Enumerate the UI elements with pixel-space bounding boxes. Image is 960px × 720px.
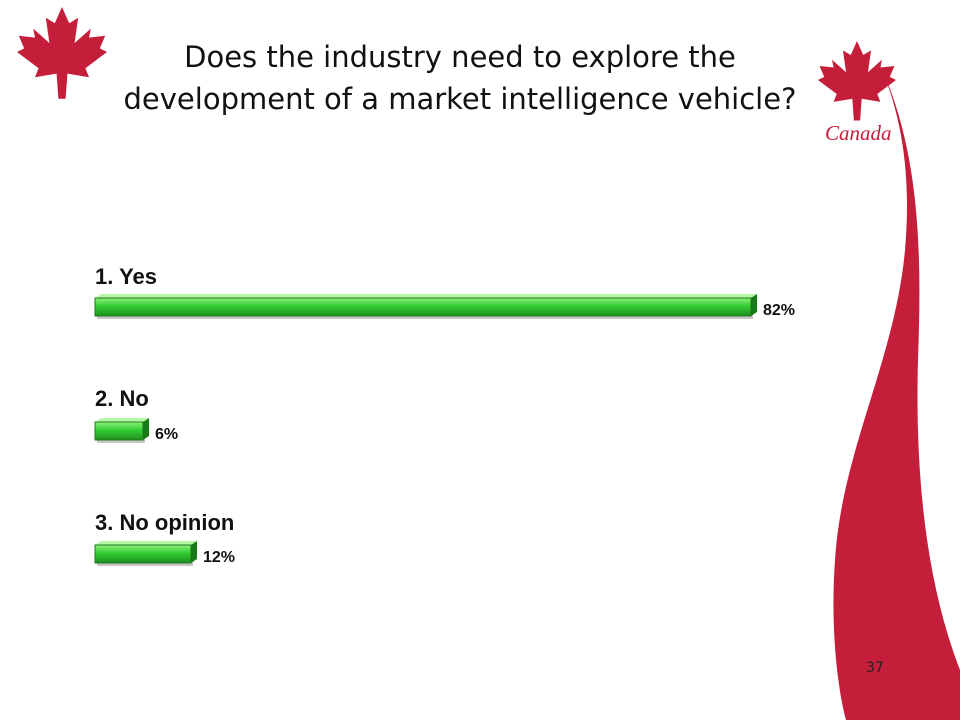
category-label: 2. No — [95, 386, 149, 411]
page-title: Does the industry need to explore the de… — [123, 40, 797, 116]
value-label: 82% — [763, 302, 795, 319]
category-label: 1. Yes — [95, 264, 157, 289]
value-label: 6% — [155, 426, 178, 443]
ribbon-swoosh — [833, 60, 960, 720]
bar — [94, 294, 757, 319]
bar — [94, 418, 149, 443]
canada-wordmark-logo: Canada — [825, 121, 892, 145]
bar — [94, 541, 197, 566]
value-label: 12% — [203, 549, 235, 566]
page-number: 37 — [866, 660, 884, 676]
category-label: 3. No opinion — [95, 510, 234, 535]
